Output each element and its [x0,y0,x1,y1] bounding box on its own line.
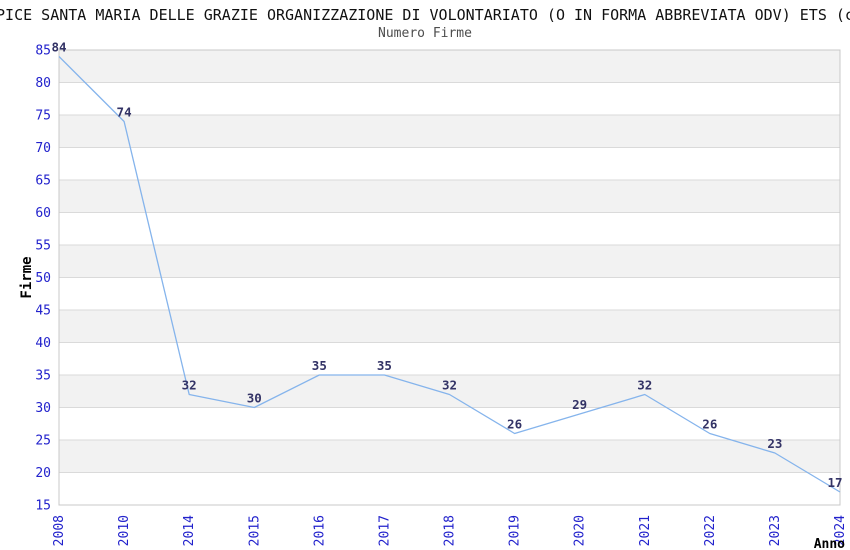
x-tick-label: 2017 [377,515,392,546]
y-tick-label: 85 [35,44,51,59]
x-tick-label: 2023 [768,515,783,546]
y-tick-label: 20 [35,466,51,481]
y-tick-label: 75 [35,109,51,124]
plot-band [59,212,840,245]
plot-band [59,407,840,440]
data-point-label: 26 [507,417,522,432]
plot-band [59,180,840,213]
plot-band [59,245,840,278]
plot-band [59,472,840,505]
data-line [58,56,841,493]
y-tick-label: 55 [35,239,51,254]
x-tick-label: 2016 [312,515,327,546]
x-tick-label: 2015 [247,515,262,546]
y-tick-label: 60 [35,206,51,221]
x-tick-label: 2022 [703,515,718,546]
y-tick-label: 65 [35,174,51,189]
data-point-label: 30 [247,391,262,406]
data-point-label: 84 [51,40,66,55]
plot-band [59,342,840,375]
chart-main-title: PICE SANTA MARIA DELLE GRAZIE ORGANIZZAZ… [0,6,850,24]
x-tick-label: 2018 [443,515,458,546]
x-tick-label: 2010 [117,515,132,546]
x-tick-label: 2008 [52,515,67,546]
x-tick-label: 2019 [508,515,523,546]
data-point-label: 26 [702,417,717,432]
y-tick-label: 25 [35,434,51,449]
data-point-label: 32 [182,378,197,393]
data-point-label: 17 [827,475,842,490]
chart-subtitle: Numero Firme [378,26,472,41]
y-tick-label: 50 [35,271,51,286]
y-tick-label: 30 [35,401,51,416]
y-tick-label: 80 [35,76,51,91]
plot-band [59,440,840,473]
plot-band [59,277,840,310]
x-tick-label: 2024 [833,515,848,546]
y-tick-label: 70 [35,141,51,156]
plot-band [59,375,840,408]
data-point-label: 32 [442,378,457,393]
x-tick-label: 2020 [573,515,588,546]
plot-border [58,49,841,506]
data-point-label: 29 [572,397,587,412]
plot-band [59,115,840,148]
plot-band [59,82,840,115]
data-point-label: 32 [637,378,652,393]
data-point-label: 35 [312,358,327,373]
data-point-label: 35 [377,358,392,373]
data-point-label: 74 [117,105,132,120]
plot-band [59,147,840,180]
data-point-label: 23 [767,436,782,451]
x-tick-label: 2014 [182,515,197,546]
plot-band [59,310,840,343]
y-tick-label: 40 [35,336,51,351]
y-tick-label: 35 [35,369,51,384]
x-axis-title: Anno [814,537,845,550]
x-tick-label: 2021 [638,515,653,546]
y-tick-label: 15 [35,499,51,514]
plot-band [59,50,840,83]
y-axis-title: Firme [19,256,35,298]
y-tick-label: 45 [35,304,51,319]
